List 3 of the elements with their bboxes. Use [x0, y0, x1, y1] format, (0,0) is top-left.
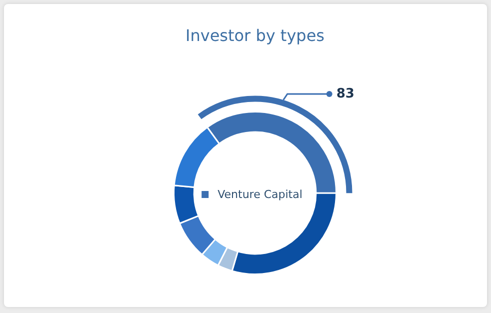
data-label: 83	[336, 86, 354, 102]
chart-title: Investor by types	[185, 26, 325, 46]
legend-label: Venture Capital	[218, 188, 302, 201]
